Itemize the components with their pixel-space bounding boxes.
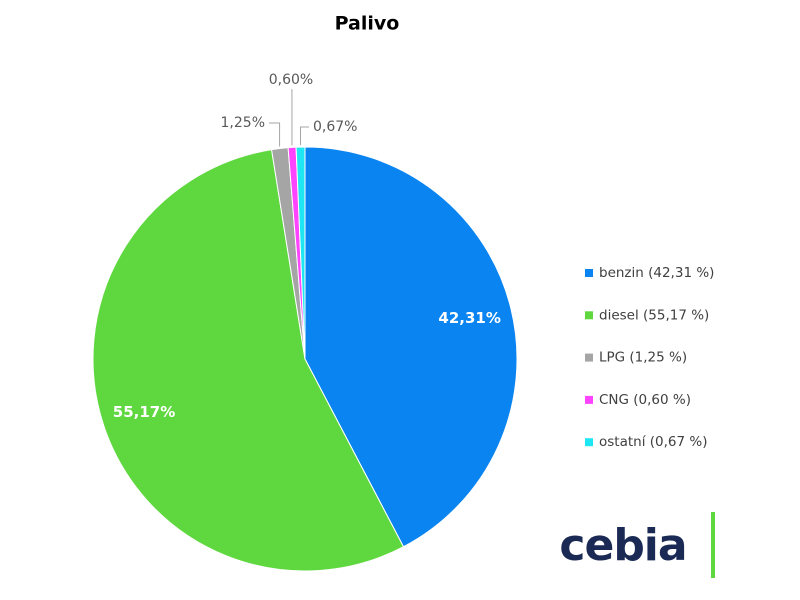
legend-swatch xyxy=(585,269,593,277)
legend-swatch xyxy=(585,311,593,320)
legend-swatch xyxy=(585,395,593,404)
data-label: 0,67% xyxy=(313,119,357,135)
pie-slice xyxy=(295,146,306,360)
leader-line xyxy=(269,122,281,147)
leader-line xyxy=(291,89,293,146)
leader-line xyxy=(299,126,309,146)
legend-label: ostatní (0,67 %) xyxy=(599,434,707,450)
pie-slice xyxy=(92,149,405,572)
legend-label: CNG (0,60 %) xyxy=(599,392,691,408)
logo-bar xyxy=(711,512,715,578)
legend-label: benzin (42,31 %) xyxy=(599,265,714,281)
data-label: 42,31% xyxy=(438,309,500,327)
chart-title: Palivo xyxy=(335,13,400,35)
data-label: 55,17% xyxy=(113,403,175,421)
logo-text: cebia xyxy=(559,520,686,571)
legend-swatch xyxy=(585,353,593,362)
data-label: 0,60% xyxy=(269,72,313,88)
logo: cebia xyxy=(559,512,715,578)
legend-label: diesel (55,17 %) xyxy=(599,307,709,323)
legend-label: LPG (1,25 %) xyxy=(599,350,687,366)
legend-swatch xyxy=(585,438,593,447)
data-label: 1,25% xyxy=(221,115,265,131)
pie-slice xyxy=(304,146,518,548)
